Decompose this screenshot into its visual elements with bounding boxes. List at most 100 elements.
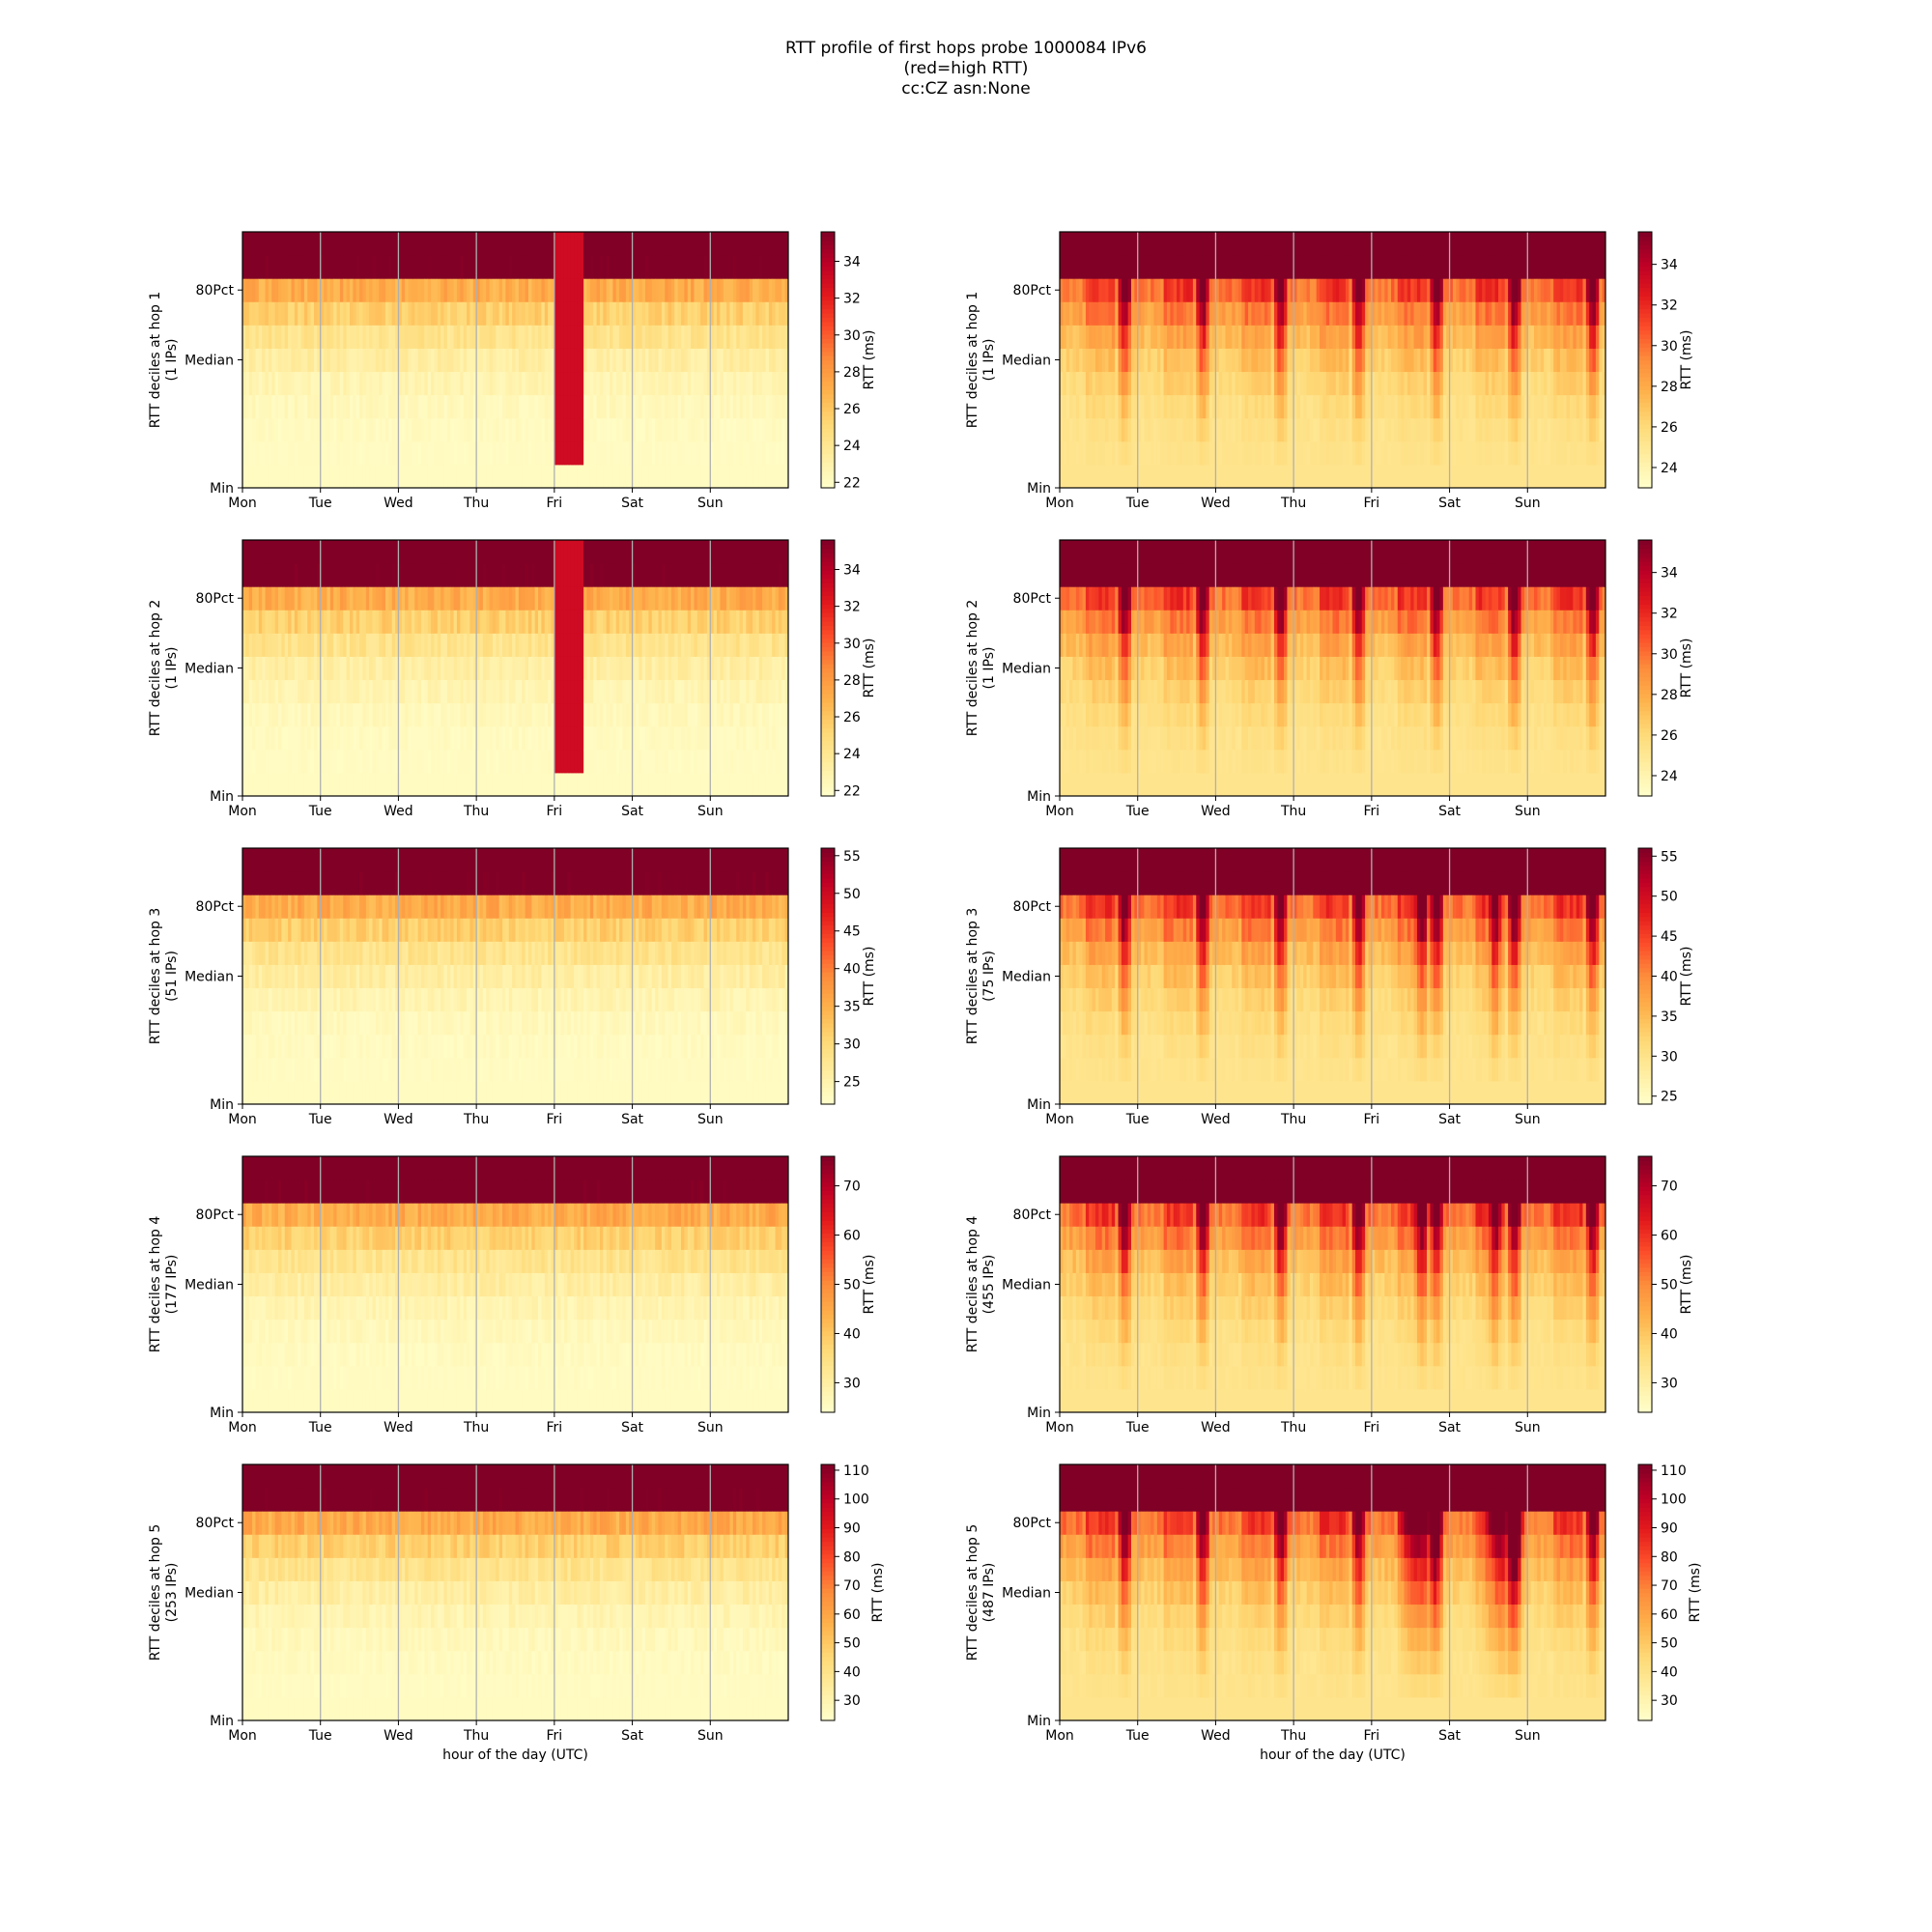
heatmap-cell	[450, 348, 454, 372]
heatmap-cell	[1232, 232, 1236, 256]
heatmap-cell	[736, 441, 740, 466]
heatmap-cell	[769, 418, 773, 442]
heatmap-cell	[610, 441, 613, 466]
heatmap-cell	[1267, 232, 1271, 256]
heatmap-cell	[674, 418, 678, 442]
heatmap-cell	[526, 372, 529, 396]
heatmap-cell	[1238, 325, 1242, 349]
heatmap-cell	[245, 610, 249, 634]
heatmap-cell	[1381, 465, 1385, 489]
heatmap-cell	[1570, 418, 1574, 442]
heatmap-cell	[464, 255, 468, 279]
heatmap-cell	[736, 372, 740, 396]
heatmap-cell	[743, 278, 747, 302]
heatmap-cell	[1245, 255, 1249, 279]
heatmap-cell	[1531, 325, 1535, 349]
heatmap-cell	[1209, 255, 1213, 279]
heatmap-cell	[454, 773, 458, 797]
heatmap-cell	[1453, 418, 1457, 442]
heatmap-cell	[512, 703, 516, 727]
heatmap-cell	[1108, 372, 1112, 396]
heatmap-cell	[1511, 348, 1515, 372]
heatmap-cell	[684, 255, 688, 279]
heatmap-cell	[1570, 372, 1574, 396]
colorbar-segment	[1638, 398, 1652, 403]
heatmap-cell	[776, 395, 780, 419]
heatmap-cell	[1186, 418, 1190, 442]
heatmap-cell	[1410, 301, 1414, 326]
heatmap-cell	[1343, 418, 1347, 442]
heatmap-cell	[1177, 232, 1180, 256]
heatmap-cell	[288, 656, 292, 680]
heatmap-cell	[1297, 325, 1301, 349]
heatmap-cell	[759, 465, 763, 489]
heatmap-cell	[1463, 232, 1466, 256]
heatmap-cell	[1229, 278, 1233, 302]
heatmap-cell	[1388, 255, 1392, 279]
heatmap-cell	[1398, 418, 1402, 442]
heatmap-cell	[1434, 465, 1437, 489]
heatmap-cell	[545, 540, 549, 564]
heatmap-cell	[1164, 232, 1168, 256]
heatmap-cell	[1417, 465, 1421, 489]
heatmap-cell	[324, 656, 327, 680]
heatmap-cell	[674, 278, 678, 302]
heatmap-cell	[291, 418, 295, 442]
heatmap-cell	[450, 465, 454, 489]
heatmap-cell	[1534, 301, 1538, 326]
heatmap-cell	[252, 610, 256, 634]
heatmap-cell	[333, 563, 337, 587]
heatmap-cell	[583, 255, 587, 279]
heatmap-cell	[1160, 301, 1164, 326]
heatmap-cell	[1079, 348, 1083, 372]
heatmap-cell	[285, 540, 289, 564]
heatmap-cell	[418, 563, 422, 587]
heatmap-cell	[1083, 465, 1087, 489]
heatmap-cell	[1108, 232, 1112, 256]
heatmap-cell	[1381, 441, 1385, 466]
heatmap-cell	[1443, 372, 1447, 396]
heatmap-cell	[327, 441, 330, 466]
heatmap-cell	[1190, 325, 1194, 349]
heatmap-cell	[383, 563, 386, 587]
colorbar-segment	[821, 347, 835, 352]
heatmap-cell	[776, 465, 780, 489]
heatmap-cell	[1436, 325, 1440, 349]
heatmap-cell	[1439, 278, 1443, 302]
heatmap-cell	[626, 441, 630, 466]
heatmap-cell	[652, 232, 656, 256]
heatmap-cell	[1472, 278, 1476, 302]
heatmap-cell	[567, 395, 571, 419]
colorbar-segment	[1638, 283, 1652, 288]
heatmap-cell	[502, 278, 506, 302]
heatmap-cell	[301, 441, 305, 466]
heatmap-cell	[1083, 348, 1087, 372]
heatmap-cell	[1501, 278, 1505, 302]
heatmap-cell	[460, 418, 464, 442]
heatmap-cell	[460, 372, 464, 396]
heatmap-cell	[759, 232, 763, 256]
heatmap-cell	[259, 540, 263, 564]
heatmap-cell	[353, 680, 356, 704]
colorbar-label: RTT (ms)	[862, 330, 877, 390]
heatmap-cell	[1333, 301, 1337, 326]
heatmap-cell	[1251, 255, 1255, 279]
heatmap-cell	[259, 348, 263, 372]
heatmap-cell	[1355, 395, 1359, 419]
heatmap-cell	[1200, 372, 1204, 396]
heatmap-cell	[337, 540, 341, 564]
heatmap-cell	[444, 278, 448, 302]
heatmap-cell	[1277, 278, 1281, 302]
heatmap-cell	[450, 633, 454, 657]
heatmap-cell	[1238, 255, 1242, 279]
heatmap-cell	[541, 465, 545, 489]
heatmap-cell	[1069, 395, 1073, 419]
heatmap-cell	[1434, 278, 1437, 302]
heatmap-cell	[509, 610, 513, 634]
heatmap-cell	[1541, 301, 1545, 326]
heatmap-cell	[505, 301, 509, 326]
heatmap-cell	[1553, 325, 1557, 349]
heatmap-cell	[347, 563, 351, 587]
heatmap-cell	[610, 232, 613, 256]
heatmap-cell	[616, 301, 620, 326]
